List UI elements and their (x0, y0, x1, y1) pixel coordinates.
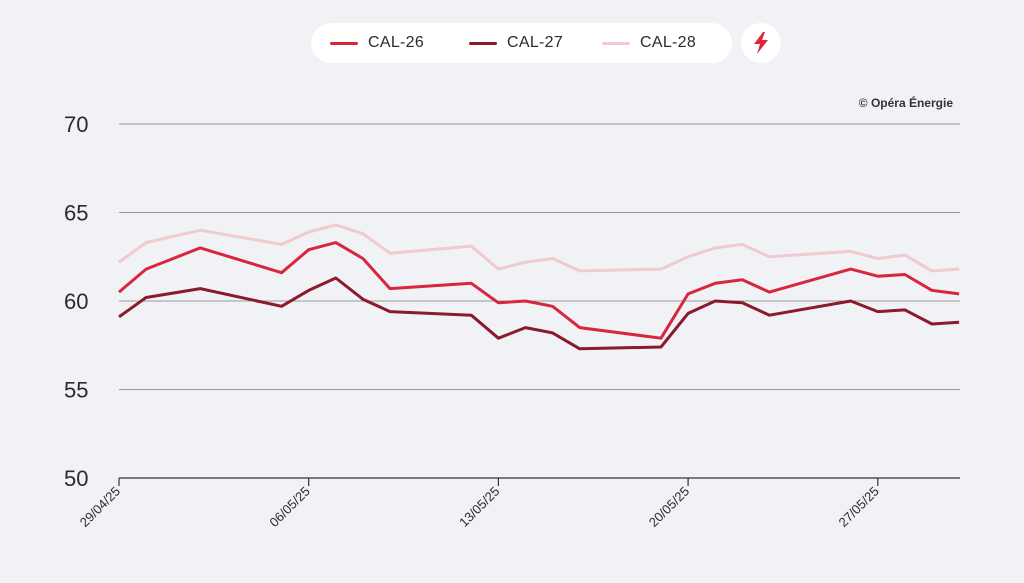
y-axis-ticks: 50 55 60 65 70 (64, 112, 88, 491)
x-axis: 29/04/25 06/05/25 13/05/25 20/05/25 27/05/25 (77, 477, 960, 530)
y-tick-label: 55 (64, 378, 88, 403)
y-tick-label: 50 (64, 466, 88, 491)
y-tick-label: 65 (64, 201, 88, 226)
y-tick-label: 70 (64, 112, 88, 137)
legend-label-cal-28: CAL-28 (640, 34, 697, 51)
x-tick-label: 06/05/25 (266, 484, 312, 530)
grid-lines (119, 123, 960, 390)
legend-label-cal-27: CAL-27 (507, 34, 564, 51)
y-tick-label: 60 (64, 289, 88, 314)
legend: CAL-26 CAL-27 CAL-28 (311, 23, 732, 63)
x-tick-label: 20/05/25 (646, 484, 692, 530)
legend-swatch-cal-28 (602, 41, 630, 45)
series-line-cal-28 (118, 223, 960, 273)
legend-label-cal-26: CAL-26 (368, 34, 425, 51)
legend-item-cal-26[interactable]: CAL-26 (330, 23, 424, 63)
series-lines (118, 223, 960, 351)
legend-item-cal-27[interactable]: CAL-27 (469, 23, 563, 63)
x-tick-label: 13/05/25 (456, 484, 502, 530)
lightning-button[interactable] (741, 23, 781, 63)
legend-item-cal-28[interactable]: CAL-28 (602, 23, 696, 63)
series-line-cal-26 (118, 241, 960, 340)
legend-swatch-cal-26 (330, 41, 358, 45)
copyright-credit: © Opéra Énergie (858, 96, 953, 110)
x-tick-label: 27/05/25 (836, 484, 882, 530)
legend-swatch-cal-27 (469, 41, 497, 45)
lightning-bolt-icon (754, 32, 768, 54)
series-line-cal-27 (118, 276, 960, 351)
